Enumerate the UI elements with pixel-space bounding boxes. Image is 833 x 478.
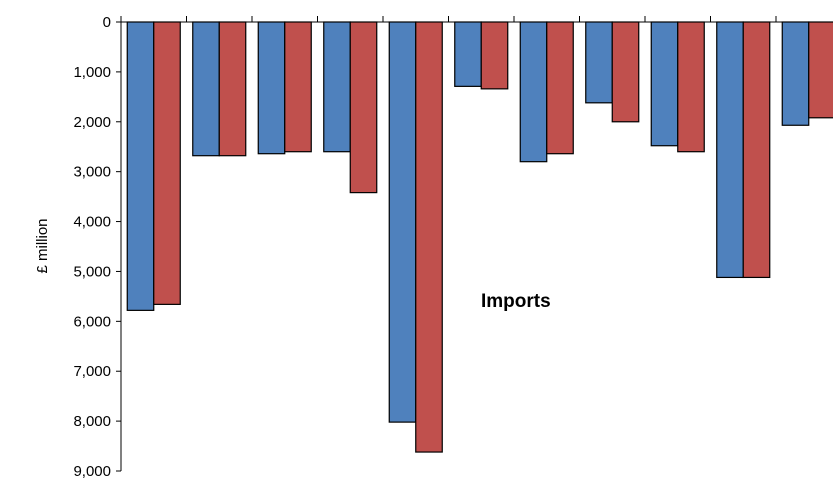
bar-s2-1 bbox=[153, 21, 181, 305]
bar-s1-6 bbox=[454, 21, 482, 87]
bar-s2-8 bbox=[611, 21, 640, 123]
bars-group bbox=[126, 21, 833, 453]
bar-s1-10 bbox=[716, 21, 744, 279]
bar-s1-2 bbox=[192, 21, 220, 157]
bar-s1-3 bbox=[257, 21, 286, 155]
bar-s2-10 bbox=[742, 21, 771, 279]
y-tick-label-1: 1,000 bbox=[73, 64, 111, 81]
bar-s2-3 bbox=[284, 21, 312, 153]
y-tick-label-5: 5,000 bbox=[73, 263, 111, 280]
y-tick-label-9: 9,000 bbox=[73, 463, 111, 478]
y-tick-label-7: 7,000 bbox=[73, 363, 111, 380]
bar-s1-9 bbox=[650, 21, 679, 147]
bar-s2-2 bbox=[218, 21, 247, 157]
y-tick-label-0: 0 bbox=[103, 14, 111, 31]
bar-s1-11 bbox=[781, 21, 810, 126]
y-tick-label-3: 3,000 bbox=[73, 164, 111, 181]
bar-s2-5 bbox=[415, 21, 443, 453]
bar-s1-1 bbox=[126, 21, 155, 311]
bar-s1-5 bbox=[388, 21, 417, 423]
bar-s2-9 bbox=[677, 21, 705, 153]
bar-s1-8 bbox=[585, 21, 613, 104]
bar-s1-4 bbox=[323, 21, 351, 153]
y-tick-label-4: 4,000 bbox=[73, 214, 111, 231]
bar-s2-6 bbox=[480, 21, 509, 90]
y-axis-title: £ million bbox=[34, 218, 51, 273]
chart-annotation: Imports bbox=[481, 291, 551, 312]
bar-s2-4 bbox=[349, 21, 378, 194]
y-tick-label-2: 2,000 bbox=[73, 114, 111, 131]
bar-s1-7 bbox=[519, 21, 548, 163]
axes-group: 0 1,000 2,000 3,000 4,000 5,000 6,000 7,000 8,00… bbox=[73, 14, 833, 478]
y-tick-label-6: 6,000 bbox=[73, 313, 111, 330]
bar-s2-7 bbox=[546, 21, 574, 155]
y-tick-label-8: 8,000 bbox=[73, 413, 111, 430]
bar-s2-11 bbox=[808, 21, 833, 119]
